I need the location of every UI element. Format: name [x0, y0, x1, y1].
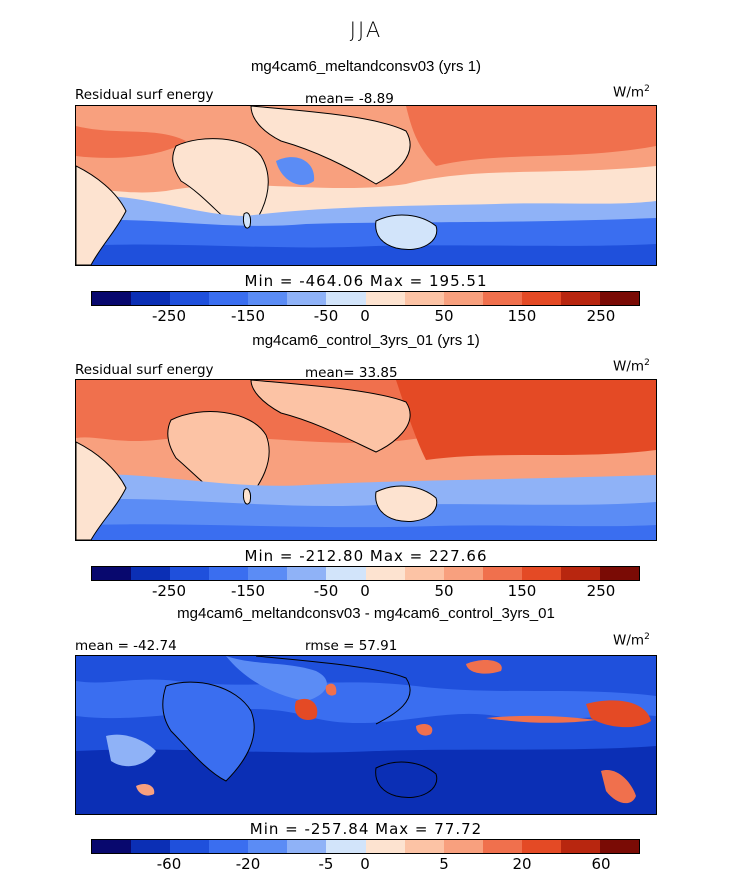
panel-2-field-label: Residual surf energy — [75, 362, 214, 378]
tick-label: -150 — [230, 582, 266, 600]
panel-1-field-label: Residual surf energy — [75, 87, 214, 103]
tick-label: 60 — [591, 855, 611, 873]
panel-3-rmse-label: rmse = 57.91 — [305, 638, 398, 654]
tick-label: 250 — [586, 582, 616, 600]
tick-label: -5 — [318, 855, 334, 873]
tick-label: 5 — [439, 855, 449, 873]
panel-3-colorbar-ticks: -60 -20 -5 0 5 20 60 — [91, 855, 640, 873]
tick-label: 20 — [512, 855, 532, 873]
panel-3-map — [75, 655, 657, 815]
tick-label: 50 — [434, 582, 454, 600]
tick-label: 0 — [360, 582, 370, 600]
panel-2-mean-label: mean= 33.85 — [305, 365, 398, 381]
tick-label: -250 — [151, 307, 187, 325]
tick-label: -20 — [235, 855, 261, 873]
tick-label: 150 — [507, 582, 537, 600]
panel-2-map — [75, 379, 657, 541]
panel-3-units: W/m2 — [613, 632, 650, 649]
panel-3-title: mg4cam6_meltandconsv03 - mg4cam6_control… — [177, 605, 555, 622]
panel-1-title: mg4cam6_meltandconsv03 (yrs 1) — [250, 58, 482, 75]
tick-label: 0 — [360, 307, 370, 325]
tick-label: 50 — [434, 307, 454, 325]
panel-3-colorbar — [91, 839, 640, 854]
panel-1-colorbar — [91, 291, 640, 306]
tick-label: -50 — [313, 582, 339, 600]
panel-1-units: W/m2 — [613, 84, 650, 101]
panel-2-title: mg4cam6_control_3yrs_01 (yrs 1) — [252, 332, 480, 349]
tick-label: 150 — [507, 307, 537, 325]
panel-1-mean-label: mean= -8.89 — [305, 91, 394, 107]
panel-2-minmax: Min = -212.80 Max = 227.66 — [244, 547, 488, 565]
tick-label: 0 — [360, 855, 370, 873]
tick-label: -50 — [313, 307, 339, 325]
panel-1-colorbar-ticks: -250 -150 -50 0 50 150 250 — [91, 307, 640, 325]
tick-label: -60 — [156, 855, 182, 873]
panel-2-colorbar-ticks: -250 -150 -50 0 50 150 250 — [91, 582, 640, 600]
panel-3-mean-label: mean = -42.74 — [75, 638, 177, 654]
tick-label: 250 — [586, 307, 616, 325]
season-title: JJA — [349, 18, 383, 42]
panel-1-minmax: Min = -464.06 Max = 195.51 — [244, 272, 488, 290]
panel-3-minmax: Min = -257.84 Max = 77.72 — [249, 820, 483, 838]
panel-1-map — [75, 105, 657, 266]
tick-label: -150 — [230, 307, 266, 325]
panel-2-units: W/m2 — [613, 358, 650, 375]
tick-label: -250 — [151, 582, 187, 600]
panel-2-colorbar — [91, 566, 640, 581]
